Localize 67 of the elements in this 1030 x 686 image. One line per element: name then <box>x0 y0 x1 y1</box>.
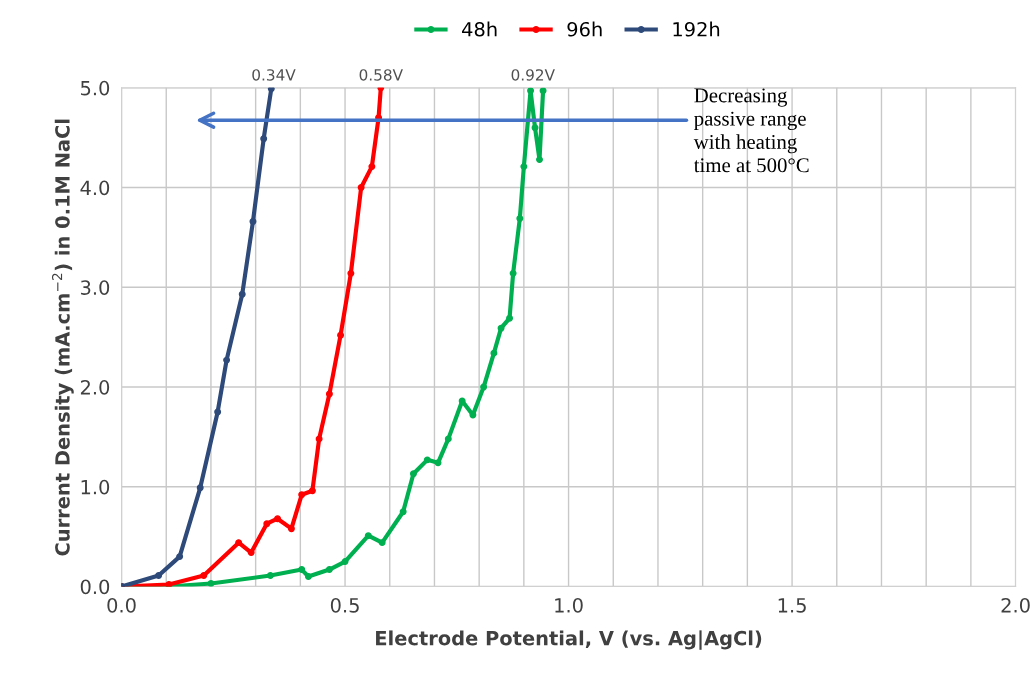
x-tick-label: 1.5 <box>778 598 806 613</box>
legend-label: 96h <box>567 21 602 37</box>
annotation: Decreasing passive range with heating time at 500°C <box>693 88 809 173</box>
y-tick-label: 2.0 <box>80 380 110 395</box>
legend-label: 192h <box>673 21 720 37</box>
point <box>509 269 517 277</box>
x-tick-label: 2.0 <box>1001 597 1030 613</box>
point <box>520 163 528 171</box>
point <box>368 163 376 171</box>
point <box>200 572 208 580</box>
point <box>480 383 488 391</box>
point <box>399 508 407 516</box>
y-tick-label: 1.0 <box>81 479 110 495</box>
point <box>304 573 312 581</box>
y-tick-label: 5.0 <box>81 80 110 96</box>
point <box>434 459 442 467</box>
point <box>357 184 365 192</box>
x-axis-title: Electrode Potential, V (vs. Ag|AgCl) <box>376 630 762 650</box>
point <box>238 290 246 298</box>
x-tick-label: 0.5 <box>330 597 359 613</box>
annotation: 0.58V <box>359 69 403 81</box>
point <box>325 566 333 574</box>
annotation: 0.34V <box>252 69 296 81</box>
y-tick-label: 3.0 <box>80 280 110 295</box>
x-tick-label: 1.0 <box>555 597 583 613</box>
point <box>266 572 274 580</box>
point <box>249 217 257 225</box>
point <box>247 549 255 557</box>
point <box>298 566 306 574</box>
legend-label: 48h <box>462 21 497 37</box>
point <box>260 135 268 143</box>
point <box>506 314 514 322</box>
point <box>378 539 386 547</box>
point <box>214 408 222 416</box>
point <box>315 435 323 443</box>
point <box>287 525 295 533</box>
point <box>536 156 543 164</box>
point <box>409 470 417 478</box>
point <box>527 87 535 95</box>
point <box>364 532 372 540</box>
point <box>423 456 431 464</box>
point <box>274 515 282 523</box>
annotation: 0.92V <box>511 69 555 81</box>
point <box>497 324 505 332</box>
point <box>347 269 355 277</box>
point <box>490 349 498 357</box>
point <box>444 435 452 443</box>
point <box>235 539 243 547</box>
point <box>155 572 163 580</box>
point <box>516 215 524 222</box>
point <box>341 558 349 566</box>
point <box>196 484 204 492</box>
point <box>267 87 275 93</box>
y-axis-title: Current Density (mA.cm$^{−2}$) in 0.1M NaCl <box>51 119 74 556</box>
point <box>176 553 184 561</box>
point <box>337 331 345 339</box>
y-tick-label: 0.0 <box>80 579 110 595</box>
point <box>308 487 316 495</box>
x-tick-label: 0.0 <box>107 597 136 613</box>
point <box>207 580 215 587</box>
point <box>263 520 271 528</box>
point <box>531 124 539 132</box>
y-tick-label: 4.0 <box>80 180 110 196</box>
point <box>298 491 306 499</box>
point <box>539 87 547 95</box>
point <box>325 390 333 398</box>
point <box>223 356 231 364</box>
